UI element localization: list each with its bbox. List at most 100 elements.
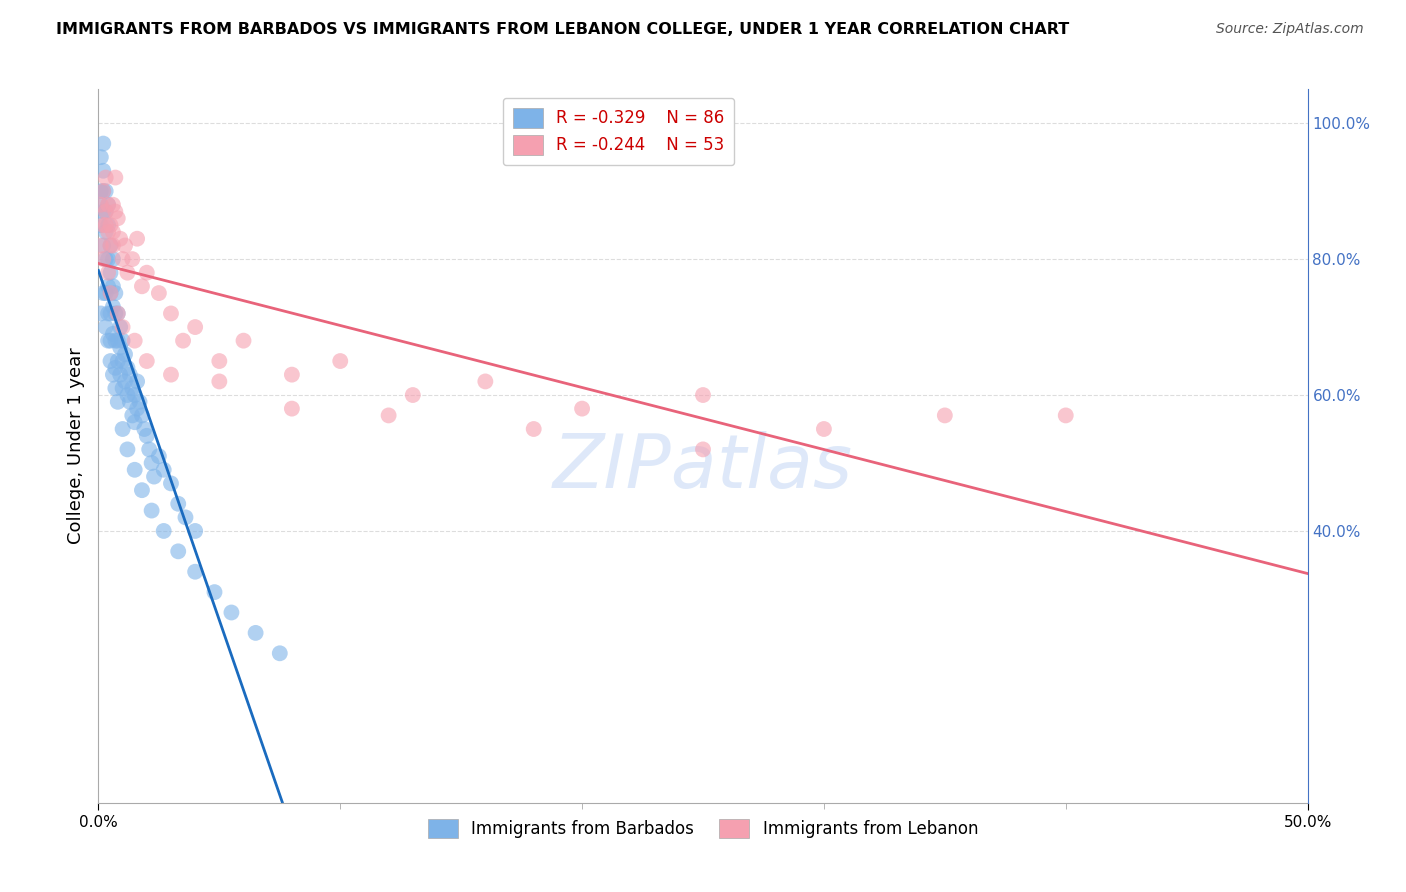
Point <box>121 252 143 266</box>
Point <box>90 238 112 252</box>
Point <box>281 368 304 382</box>
Point <box>114 375 136 389</box>
Point <box>111 381 134 395</box>
Point <box>108 232 131 246</box>
Point <box>245 626 267 640</box>
Point <box>97 279 120 293</box>
Point <box>204 585 226 599</box>
Point <box>91 204 114 219</box>
Point <box>152 463 174 477</box>
Point <box>118 368 141 382</box>
Point <box>174 510 197 524</box>
Point <box>111 320 134 334</box>
Point <box>107 306 129 320</box>
Point <box>108 368 131 382</box>
Text: ZIPatlas: ZIPatlas <box>553 432 853 503</box>
Point <box>104 170 127 185</box>
Point <box>114 238 136 252</box>
Point <box>117 266 139 280</box>
Point <box>108 341 131 355</box>
Point <box>100 354 122 368</box>
Point <box>90 306 112 320</box>
Point <box>101 225 124 239</box>
Point <box>134 422 156 436</box>
Point <box>131 409 153 423</box>
Point <box>94 252 117 266</box>
Point <box>124 463 146 477</box>
Point <box>101 252 124 266</box>
Point <box>100 266 122 280</box>
Point <box>281 401 304 416</box>
Point <box>90 198 112 212</box>
Point <box>97 218 120 232</box>
Point <box>329 354 352 368</box>
Y-axis label: College, Under 1 year: College, Under 1 year <box>66 348 84 544</box>
Point <box>143 469 166 483</box>
Point <box>141 503 163 517</box>
Point <box>108 320 131 334</box>
Point <box>124 415 146 429</box>
Point <box>121 381 143 395</box>
Point <box>135 266 157 280</box>
Point <box>111 354 134 368</box>
Point <box>148 286 170 301</box>
Point <box>124 334 146 348</box>
Point <box>101 279 124 293</box>
Point <box>100 306 122 320</box>
Point <box>94 184 117 198</box>
Point <box>100 218 122 232</box>
Point <box>90 198 112 212</box>
Point <box>90 184 112 198</box>
Point <box>91 184 114 198</box>
Text: IMMIGRANTS FROM BARBADOS VS IMMIGRANTS FROM LEBANON COLLEGE, UNDER 1 YEAR CORREL: IMMIGRANTS FROM BARBADOS VS IMMIGRANTS F… <box>56 22 1070 37</box>
Point <box>111 334 134 348</box>
Point <box>90 150 112 164</box>
Point <box>101 300 124 314</box>
Point <box>111 252 134 266</box>
Point <box>208 375 231 389</box>
Point <box>100 286 122 301</box>
Point <box>221 606 243 620</box>
Point <box>111 422 134 436</box>
Point <box>232 334 254 348</box>
Point <box>97 225 120 239</box>
Point <box>97 334 120 348</box>
Legend: Immigrants from Barbados, Immigrants from Lebanon: Immigrants from Barbados, Immigrants fro… <box>422 812 984 845</box>
Point <box>172 334 194 348</box>
Point <box>121 409 143 423</box>
Point <box>94 320 117 334</box>
Point <box>128 394 150 409</box>
Point <box>141 456 163 470</box>
Point <box>101 326 124 341</box>
Point <box>107 394 129 409</box>
Point <box>97 266 120 280</box>
Point <box>1054 409 1077 423</box>
Point <box>934 409 956 423</box>
Point <box>402 388 425 402</box>
Point <box>104 360 127 375</box>
Point <box>94 204 117 219</box>
Point <box>571 401 593 416</box>
Point <box>167 544 190 558</box>
Point <box>91 163 114 178</box>
Point <box>138 442 160 457</box>
Point <box>167 497 190 511</box>
Point <box>91 218 114 232</box>
Point <box>160 368 183 382</box>
Point <box>104 381 127 395</box>
Point <box>91 252 114 266</box>
Point <box>94 218 117 232</box>
Point <box>100 238 122 252</box>
Point <box>118 394 141 409</box>
Point <box>104 204 127 219</box>
Point <box>91 184 114 198</box>
Point <box>148 449 170 463</box>
Point <box>160 476 183 491</box>
Point <box>117 388 139 402</box>
Point <box>97 252 120 266</box>
Point <box>208 354 231 368</box>
Point <box>127 401 149 416</box>
Point <box>97 306 120 320</box>
Point <box>94 204 117 219</box>
Point <box>101 368 124 382</box>
